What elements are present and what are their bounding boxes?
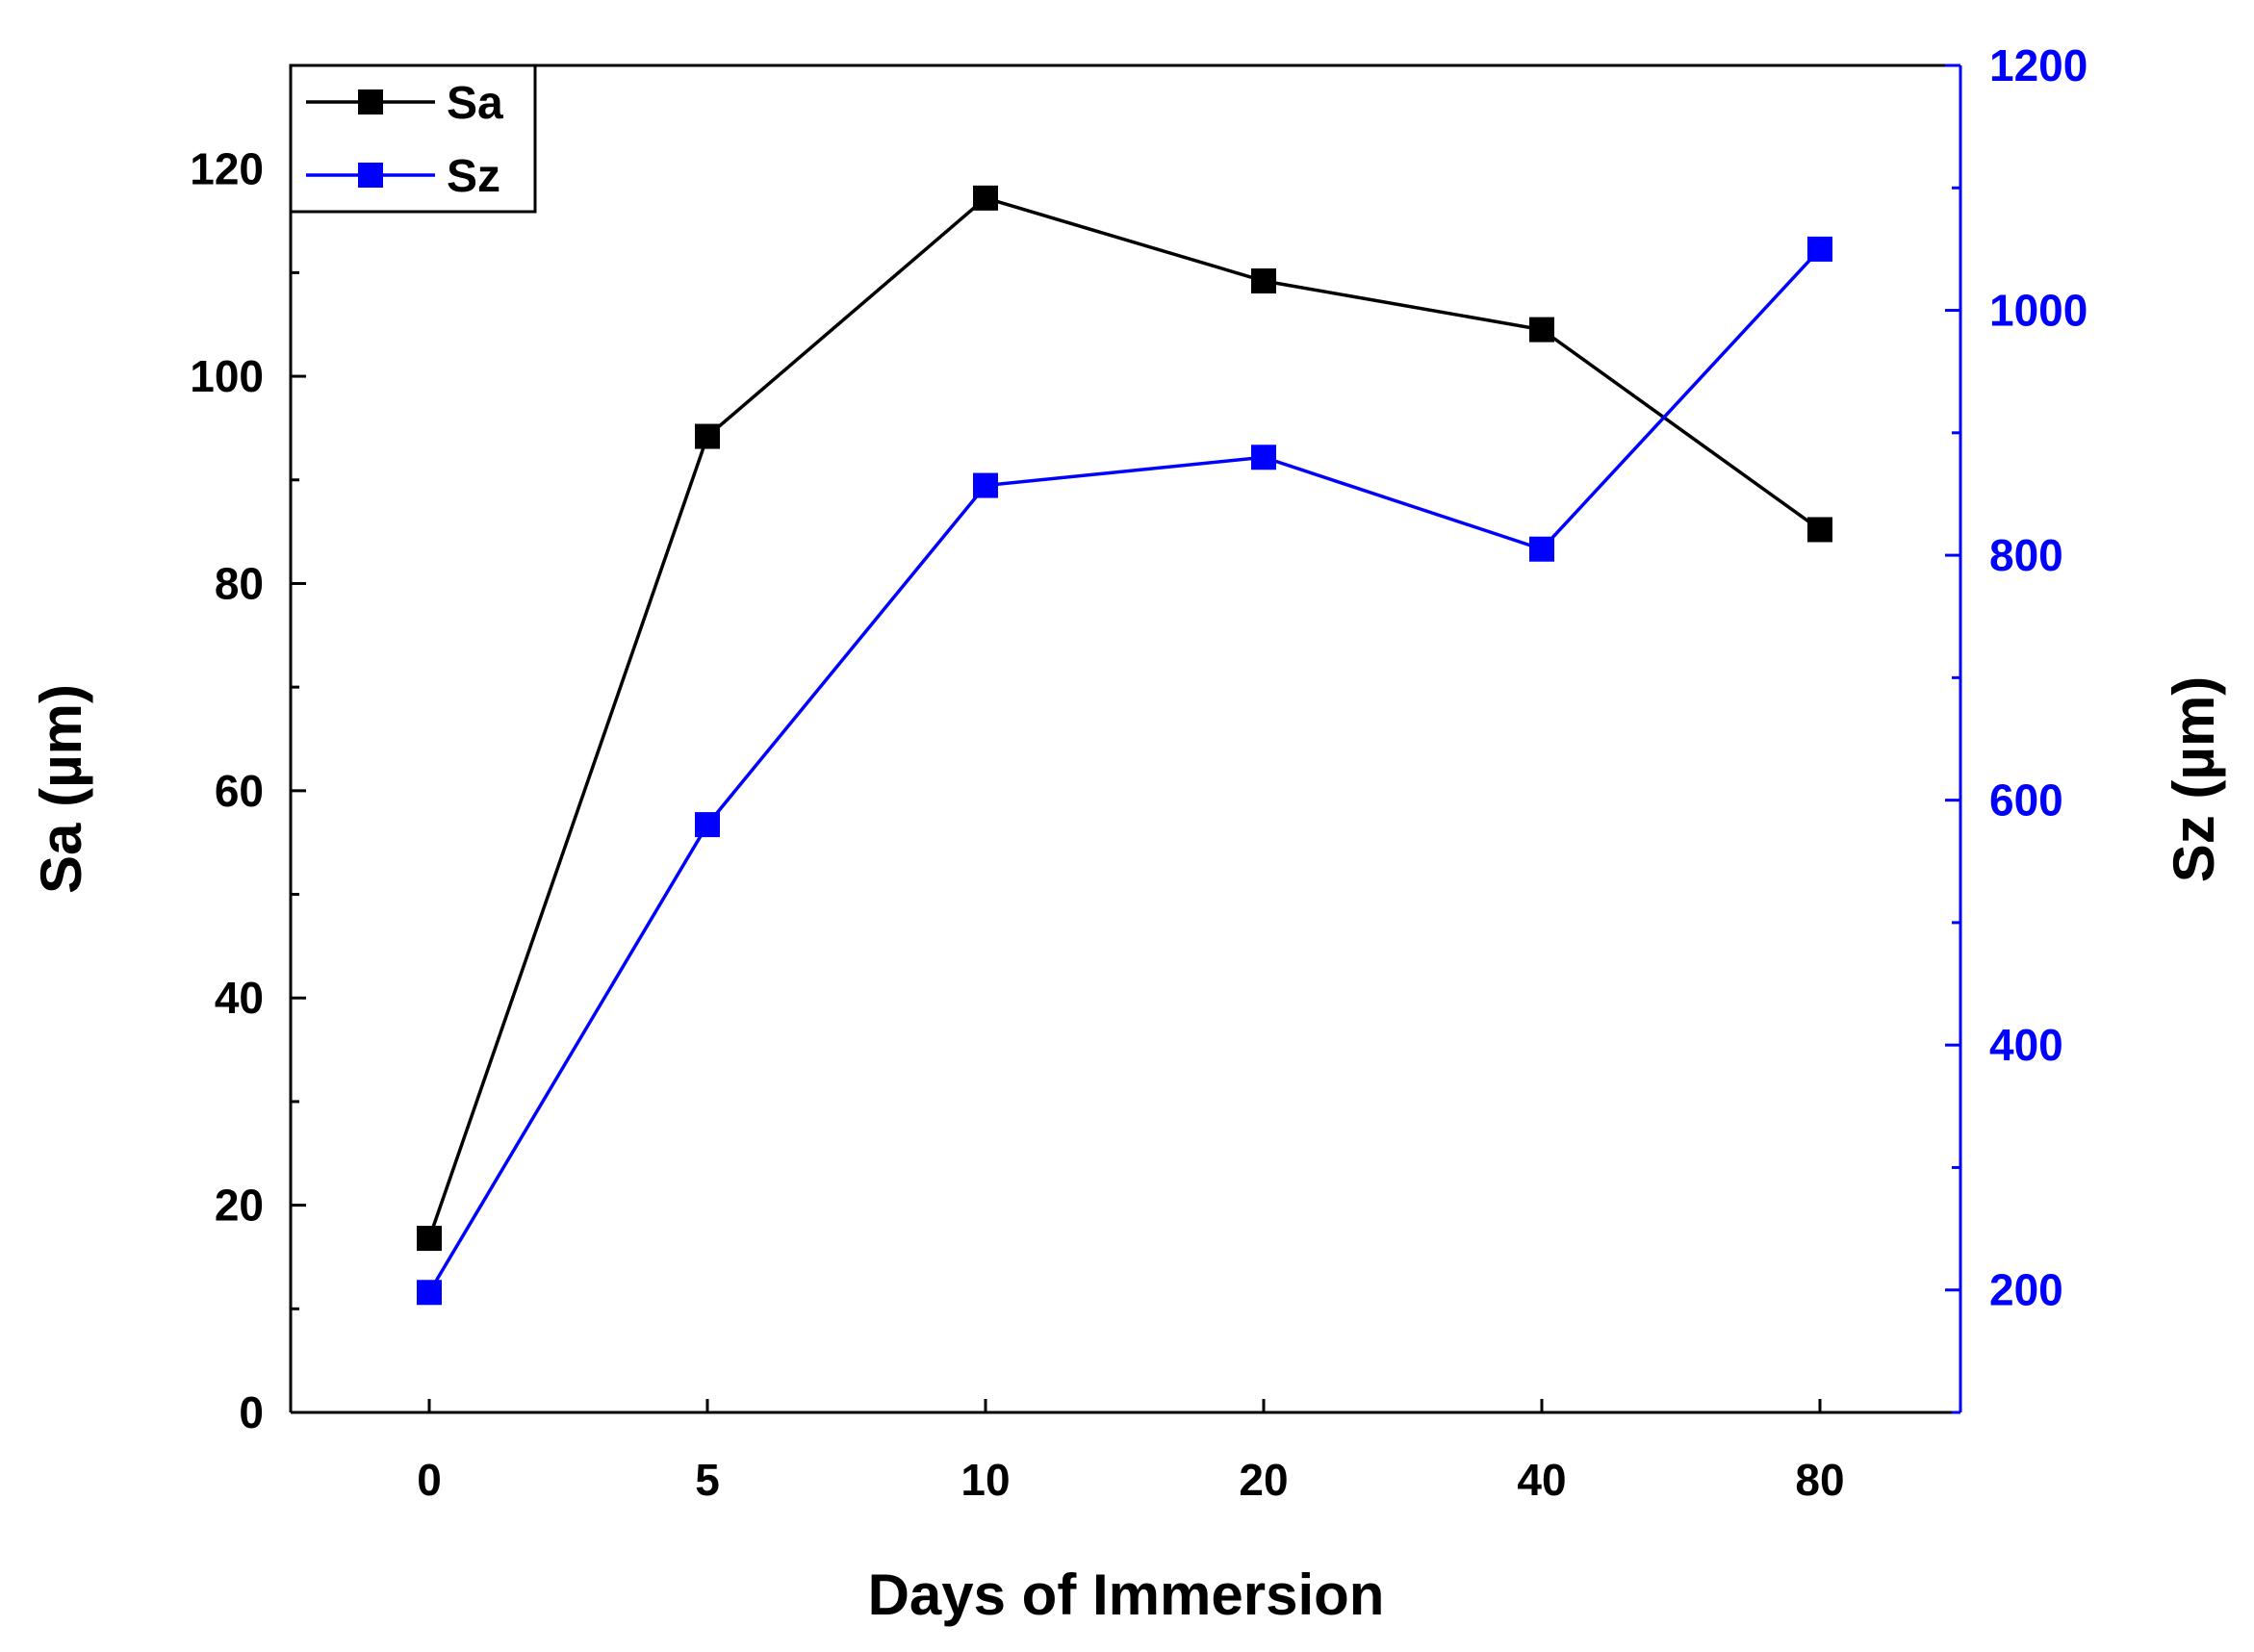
x-tick-label: 5 [695,1455,720,1505]
y-left-tick-label: 100 [190,351,264,401]
data-point-sz [973,472,998,498]
series-line-sa [427,195,1822,1239]
y-right-tick-label: 1000 [1989,286,2088,336]
x-axis-title: Days of Immersion [868,1563,1385,1627]
legend-box [289,64,537,214]
y-left-tick-label: 120 [190,144,264,194]
data-point-sz [1807,236,1832,262]
data-point-sa [695,423,720,449]
x-tick-label: 20 [1239,1455,1288,1505]
y-left-tick-label: 40 [215,973,264,1023]
y-right-tick-label: 400 [1989,1020,2063,1070]
legend-marker-sa [358,89,383,114]
y-right-tick-label: 1200 [1989,40,2088,90]
y-left-tick-label: 20 [215,1181,264,1231]
x-tick-label: 80 [1795,1455,1844,1505]
legend-label-sa: Sa [447,78,503,129]
data-point-sa [1807,517,1832,543]
x-tick-label: 40 [1517,1455,1566,1505]
y-left-tick-label: 0 [239,1387,264,1437]
data-point-sz [1251,445,1276,470]
x-tick-label: 0 [417,1455,442,1505]
legend-label-sz: Sz [447,151,500,202]
y-left-tick-label: 60 [215,766,264,816]
data-point-sa [1529,317,1554,343]
y-left-axis-title: Sa (µm) [29,684,93,894]
data-point-sa [1251,268,1276,293]
series-line-sz [427,247,1822,1294]
y-left-tick-label: 80 [215,558,264,608]
legend-marker-sz [358,163,383,188]
y-right-axis-title: Sz (µm) [2162,676,2226,883]
data-point-sa [417,1226,442,1252]
y-right-tick-label: 800 [1989,530,2063,580]
data-point-sz [695,812,720,838]
y-right-tick-label: 200 [1989,1265,2063,1315]
y-right-tick-label: 600 [1989,775,2063,826]
data-point-sz [1529,536,1554,562]
data-point-sz [417,1280,442,1306]
x-tick-label: 10 [961,1455,1010,1505]
data-point-sa [973,185,998,211]
